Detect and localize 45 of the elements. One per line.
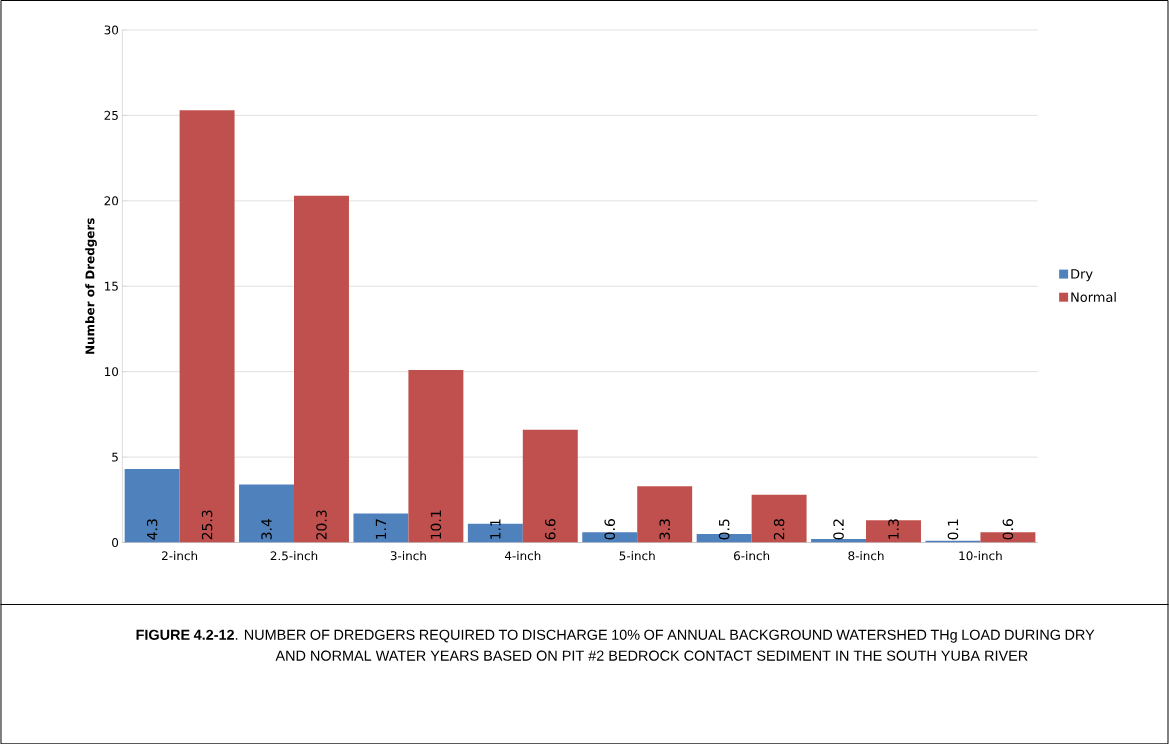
bar <box>408 369 464 543</box>
data-label: 4.3 <box>146 519 158 540</box>
data-label: 0.6 <box>604 518 616 540</box>
y-tick-label: 0 <box>112 537 119 547</box>
data-label: 1.1 <box>490 519 501 539</box>
data-label: 0.6 <box>1002 518 1014 540</box>
bar <box>866 520 921 543</box>
x-tick-label: 4-inch <box>504 550 541 561</box>
y-tick-label: 30 <box>104 25 119 35</box>
legend-label: Dry <box>1071 268 1093 282</box>
data-label: 20.3 <box>316 510 327 540</box>
bar <box>294 195 349 543</box>
data-label: 1.7 <box>375 519 387 539</box>
bar <box>124 468 180 543</box>
y-tick-label: 10 <box>104 366 119 377</box>
y-tick-label: 5 <box>112 452 118 462</box>
data-label: 3.3 <box>659 519 670 540</box>
data-label: 3.4 <box>261 518 272 540</box>
x-tick-label: 2.5-inch <box>270 550 318 561</box>
x-tick-label: 2-inch <box>162 550 198 561</box>
x-tick-label: 3-inch <box>390 550 426 561</box>
legend-label: Normal <box>1071 291 1116 302</box>
data-label: 0.5 <box>718 519 730 540</box>
data-label: 1.3 <box>888 519 899 539</box>
x-tick-label: 10-inch <box>959 550 1002 561</box>
x-tick-label: 5-inch <box>619 550 655 561</box>
data-label: 10.1 <box>430 510 442 539</box>
bar <box>637 485 693 543</box>
data-label: 6.6 <box>545 518 556 540</box>
bar <box>522 429 578 543</box>
y-tick-label: 20 <box>104 196 119 206</box>
y-tick-label: 15 <box>104 281 118 291</box>
bar <box>239 484 295 543</box>
data-label: 0.1 <box>947 519 959 540</box>
data-label: 25.3 <box>201 510 213 540</box>
x-tick-label: 8-inch <box>848 550 884 561</box>
bar <box>179 110 235 543</box>
data-label: 0.2 <box>833 519 844 540</box>
text: FIGURE 4.2-12. NUMBER OF DREDGERS REQUIRED TO DISCHARGE 10% OF ANNUAL BACKGROUND WATERSHED THg LOAD DURING DRY AND NORMAL WATER YEARS BASED ON PIT #2 BEDROCK CONTACT SEDIMENT IN THE SOUTH YUBA RIVER <box>136 629 1095 661</box>
bar <box>353 513 409 543</box>
y-tick-label: 25 <box>104 110 118 120</box>
x-tick-label: 6-inch <box>733 550 770 561</box>
y-axis-title: Number of Dredgers <box>85 217 97 354</box>
data-label: 2.8 <box>773 518 785 540</box>
bar <box>751 494 807 543</box>
